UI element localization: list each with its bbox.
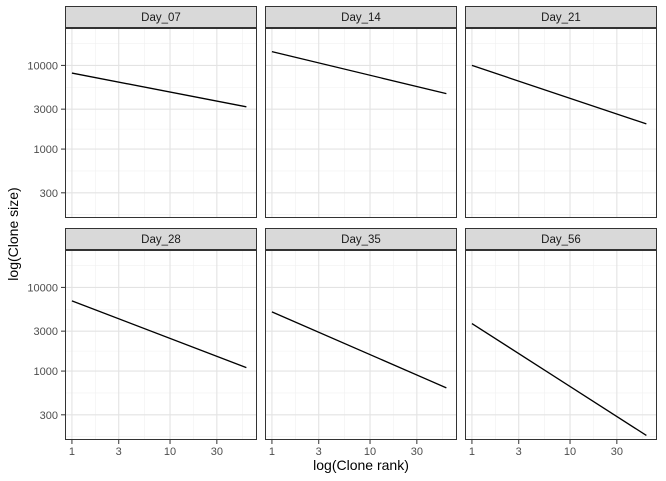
facet-panel-day-56: Day_56 [465,228,657,440]
x-tick-label: 10 [564,446,576,458]
panel-border [65,28,257,218]
x-axis: 1 3 10 30 1 3 10 30 1 3 10 30 [69,440,623,458]
y-tick-label: 10000 [27,282,58,294]
x-tick-label: 10 [164,446,176,458]
y-tick-label: 1000 [34,366,58,378]
y-tick-label: 300 [40,188,58,200]
facet-panel-day-07: Day_07 [65,6,257,218]
y-tick-label: 3000 [34,326,58,338]
series-line-day-14 [271,51,447,95]
strip-label: Day_28 [141,234,181,246]
panel-border [265,28,457,218]
y-axis: 300 1000 3000 10000 300 1000 3000 10000 [27,60,65,422]
strip-background [465,6,657,28]
x-tick-label: 30 [211,446,223,458]
panel-background [65,250,257,440]
panel-border [65,250,257,440]
series-line-day-07 [71,72,247,108]
y-axis-title: log(Clone size) [5,187,21,280]
series-line-day-35 [271,311,447,389]
facet-panel-day-14: Day_14 [265,6,457,218]
x-tick-label: 3 [116,446,122,458]
strip-label: Day_14 [341,12,381,24]
strip-background [265,228,457,250]
series-line-day-28 [71,300,247,369]
strip-background [465,228,657,250]
series-line-day-21 [471,64,647,125]
x-axis-title: log(Clone rank) [313,457,409,473]
x-tick-label: 3 [316,446,322,458]
y-tick-label: 300 [40,410,58,422]
y-tick-label: 10000 [27,60,58,72]
panel-background [265,250,457,440]
panel-background [465,250,657,440]
strip-label: Day_35 [341,234,381,246]
x-tick-label: 10 [364,446,376,458]
panels-layer: Day_07 Day_14 Day_21 Day_28 Day_35 Day_56 [65,6,657,440]
x-tick-label: 1 [469,446,475,458]
strip-background [265,6,457,28]
strip-label: Day_21 [541,12,581,24]
strip-background [65,6,257,28]
panel-border [265,250,457,440]
panel-border [465,250,657,440]
x-tick-label: 30 [611,446,623,458]
facet-panel-day-21: Day_21 [465,6,657,218]
panel-border [465,28,657,218]
x-tick-label: 1 [269,446,275,458]
series-line-day-56 [471,322,647,436]
y-tick-label: 3000 [34,104,58,116]
panel-background [465,28,657,218]
x-tick-label: 1 [69,446,75,458]
strip-label: Day_56 [541,234,581,246]
facet-panel-day-35: Day_35 [265,228,457,440]
strip-background [65,228,257,250]
y-tick-label: 1000 [34,144,58,156]
panel-background [265,28,457,218]
panel-background [65,28,257,218]
facet-panel-day-28: Day_28 [65,228,257,440]
x-tick-label: 30 [411,446,423,458]
strip-label: Day_07 [141,12,181,24]
x-tick-label: 3 [516,446,522,458]
